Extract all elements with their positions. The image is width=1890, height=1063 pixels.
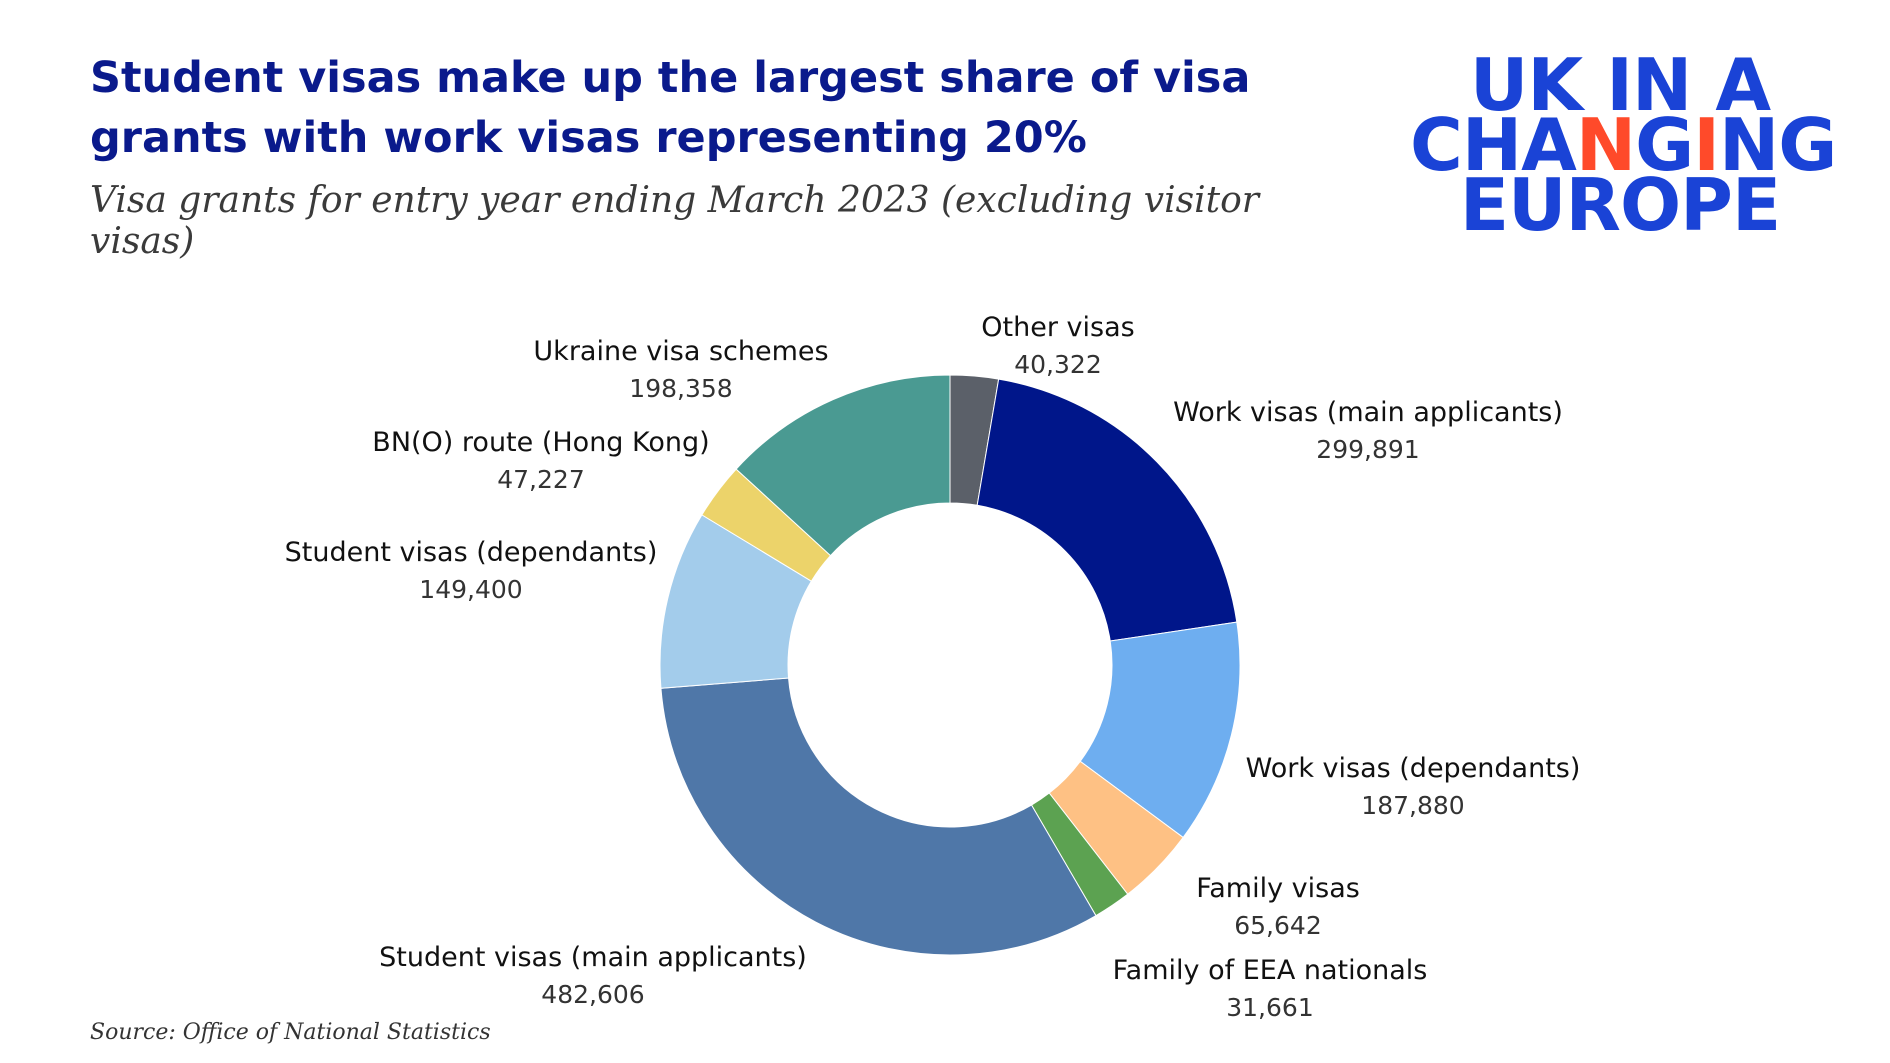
uk-in-a-changing-europe-logo: UK IN A CHANGING EUROPE <box>1410 43 1837 247</box>
slice-label-student-visas-dependants: Student visas (dependants) <box>285 537 658 568</box>
slice-label-family-of-eea-nationals: Family of EEA nationals <box>1113 955 1428 986</box>
logo-line-1: UK IN A <box>1469 43 1771 127</box>
slice-label-bn-o-route-hong-kong: BN(O) route (Hong Kong) <box>372 427 709 458</box>
slice-label-family-visas: Family visas <box>1196 873 1360 904</box>
logo-text: CHA <box>1410 103 1577 187</box>
slice-value-work-visas-dependants: 187,880 <box>1361 791 1464 820</box>
slice-value-family-visas: 65,642 <box>1234 911 1321 940</box>
logo-line-3: EUROPE <box>1459 163 1781 247</box>
slice-work-visas-main-applicants <box>976 378 1238 642</box>
source-note: Source: Office of National Statistics <box>90 1020 491 1045</box>
slice-ukraine-visa-schemes <box>735 374 951 557</box>
logo-accent-letter: N <box>1575 103 1636 187</box>
logo-text: NG <box>1719 103 1837 187</box>
slice-label-ukraine-visa-schemes: Ukraine visa schemes <box>533 336 828 367</box>
slice-value-ukraine-visa-schemes: 198,358 <box>629 374 732 403</box>
slice-label-work-visas-dependants: Work visas (dependants) <box>1246 753 1581 784</box>
logo-line-2: CHANGING <box>1410 103 1837 187</box>
slice-value-family-of-eea-nationals: 31,661 <box>1226 993 1313 1022</box>
chart-subtitle: Visa grants for entry year ending March … <box>90 180 1259 262</box>
slice-value-student-visas-main-applicants: 482,606 <box>541 980 644 1009</box>
slice-value-other-visas: 40,322 <box>1014 350 1101 379</box>
slice-labels: Other visas 40,322 Work visas (main applic… <box>285 312 1581 1022</box>
slice-value-bn-o-route-hong-kong: 47,227 <box>497 465 584 494</box>
slice-value-work-visas-main-applicants: 299,891 <box>1316 435 1419 464</box>
chart-title: Student visas make up the largest share … <box>90 53 1251 163</box>
donut-slices <box>659 374 1241 956</box>
slice-label-work-visas-main-applicants: Work visas (main applicants) <box>1173 397 1563 428</box>
slice-work-visas-dependants <box>1079 621 1241 839</box>
slice-value-student-visas-dependants: 149,400 <box>419 575 522 604</box>
logo-text: G <box>1635 103 1694 187</box>
slice-label-other-visas: Other visas <box>981 312 1134 343</box>
slice-label-student-visas-main-applicants: Student visas (main applicants) <box>379 942 807 973</box>
slice-student-visas-main-applicants <box>660 677 1097 956</box>
logo-accent-letter: I <box>1693 103 1720 187</box>
